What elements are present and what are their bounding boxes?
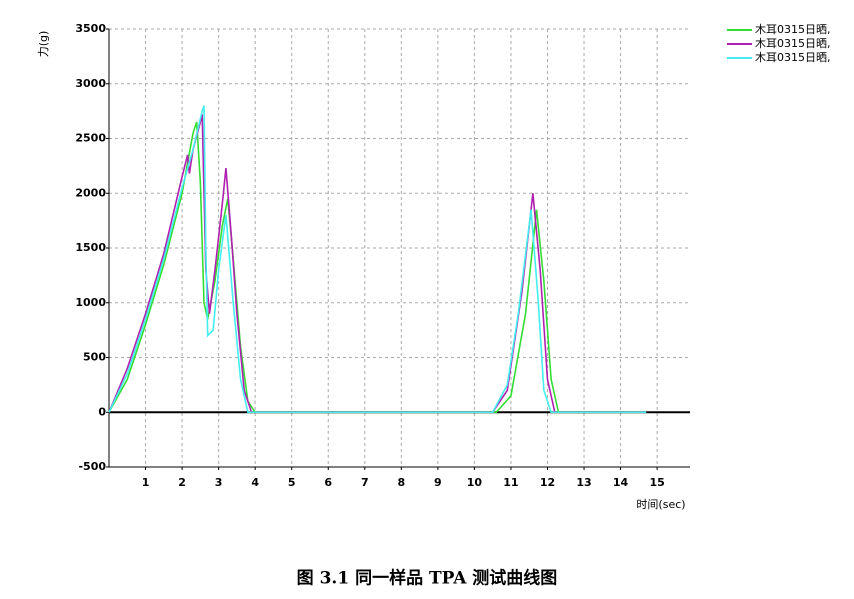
y-tick-label: 500	[83, 351, 106, 364]
x-tick-label: 3	[215, 476, 223, 489]
y-tick-label: 0	[98, 405, 106, 418]
x-tick-label: 10	[467, 476, 483, 489]
x-tick-label: 7	[361, 476, 369, 489]
legend-label: 木耳0315日晒,	[755, 37, 831, 50]
x-tick-label: 1	[142, 476, 150, 489]
x-tick-label: 9	[434, 476, 442, 489]
x-tick-label: 5	[288, 476, 296, 489]
legend-label: 木耳0315日晒,	[755, 51, 831, 64]
y-tick-label: 3500	[75, 22, 106, 35]
x-tick-label: 11	[503, 476, 518, 489]
x-tick-label: 15	[649, 476, 664, 489]
x-tick-label: 4	[251, 476, 259, 489]
y-tick-label: -500	[78, 460, 106, 473]
y-tick-label: 1500	[75, 241, 106, 254]
x-tick-label: 13	[576, 476, 591, 489]
caption: 图 3.1 同一样品 TPA 测试曲线图	[297, 568, 558, 589]
x-axis-label: 时间(sec)	[636, 498, 685, 511]
y-axis-label: 力(g)	[37, 31, 50, 58]
x-tick-label: 6	[324, 476, 332, 489]
y-tick-label: 1000	[75, 296, 106, 309]
x-tick-label: 12	[540, 476, 555, 489]
x-tick-label: 2	[178, 476, 186, 489]
x-tick-label: 14	[613, 476, 629, 489]
legend-label: 木耳0315日晒,	[755, 23, 831, 36]
x-tick-label: 8	[397, 476, 405, 489]
y-tick-label: 2500	[75, 132, 106, 145]
y-tick-label: 2000	[75, 186, 106, 199]
data-line	[108, 105, 647, 414]
y-tick-label: 3000	[75, 77, 106, 90]
